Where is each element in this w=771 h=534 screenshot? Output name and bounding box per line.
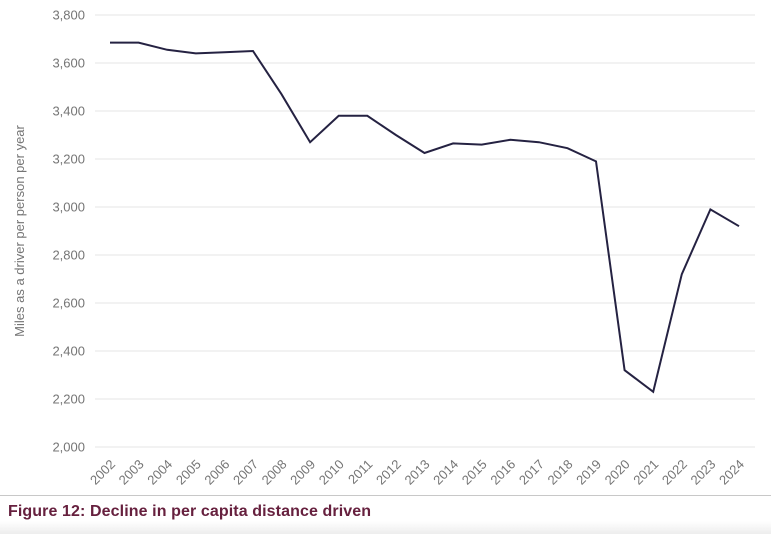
- series-group: [110, 41, 740, 394]
- x-tick-label: 2008: [259, 457, 290, 488]
- y-tick-label: 2,200: [52, 392, 85, 407]
- figure-caption-bar: Figure 12: Decline in per capita distanc…: [0, 495, 771, 534]
- y-tick-label: 2,000: [52, 440, 85, 455]
- gridlines-group: [95, 14, 755, 448]
- x-tick-label: 2004: [144, 457, 175, 488]
- x-tick-label: 2009: [287, 457, 318, 488]
- x-tick-label: 2006: [201, 457, 232, 488]
- x-tick-label: 2020: [602, 457, 633, 488]
- x-tick-label: 2011: [345, 457, 375, 487]
- x-tick-label: 2003: [116, 457, 147, 488]
- data-line: [110, 41, 740, 394]
- x-tick-label: 2014: [430, 457, 461, 488]
- x-tick-label: 2015: [459, 457, 490, 488]
- x-tick-label: 2022: [659, 457, 690, 488]
- x-tick-label: 2016: [487, 457, 518, 488]
- y-axis-title: Miles as a driver per person per year: [12, 124, 27, 336]
- y-tick-label: 2,600: [52, 296, 85, 311]
- x-tick-label: 2010: [316, 457, 347, 488]
- x-tick-labels-group: 2002200320042005200620072008200920102011…: [87, 457, 747, 488]
- x-tick-label: 2019: [573, 457, 604, 488]
- x-tick-label: 2021: [630, 457, 661, 488]
- y-tick-label: 3,000: [52, 200, 85, 215]
- chart-area: Miles as a driver per person per year 2,…: [12, 8, 755, 488]
- x-tick-label: 2002: [87, 457, 118, 488]
- x-tick-label: 2013: [402, 457, 433, 488]
- x-tick-label: 2005: [173, 457, 204, 488]
- x-tick-label: 2017: [516, 457, 547, 488]
- x-tick-label: 2012: [373, 457, 404, 488]
- line-chart-svg: Miles as a driver per person per year 2,…: [12, 8, 755, 488]
- y-tick-label: 2,400: [52, 344, 85, 359]
- y-tick-label: 3,600: [52, 56, 85, 71]
- y-tick-label: 2,800: [52, 248, 85, 263]
- y-tick-label: 3,800: [52, 8, 85, 23]
- x-tick-label: 2023: [687, 457, 718, 488]
- y-tick-label: 3,200: [52, 152, 85, 167]
- y-tick-labels-group: 2,000 2,200 2,400 2,600 2,800 3,000 3,200 3,400…: [52, 8, 85, 455]
- y-tick-label: 3,400: [52, 104, 85, 119]
- x-tick-label: 2018: [545, 457, 576, 488]
- x-tick-label: 2007: [230, 457, 261, 488]
- x-tick-label: 2024: [716, 457, 747, 488]
- figure-caption: Figure 12: Decline in per capita distanc…: [8, 503, 372, 520]
